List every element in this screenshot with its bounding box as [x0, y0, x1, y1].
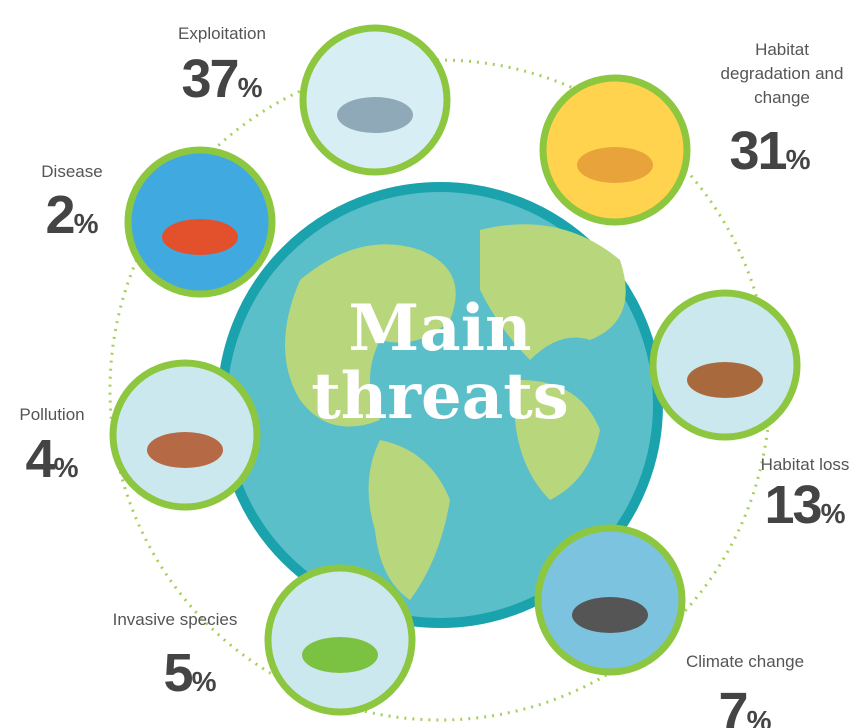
threat-label: Climate change [685, 652, 805, 671]
percent-value: 37 [181, 49, 240, 109]
percent-unit: % [191, 666, 217, 697]
threat-icon [572, 597, 648, 633]
percent-unit: % [820, 498, 846, 529]
threat-label: Disease [41, 162, 103, 181]
threat-icon [162, 219, 238, 255]
threat-label: Habitat degradation and change [720, 40, 844, 107]
threat-label: Habitat loss [760, 455, 850, 474]
threat-icon [302, 637, 378, 673]
threat-percent: 37% [182, 52, 263, 106]
percent-value: 5 [163, 643, 194, 703]
title: threats [311, 359, 569, 434]
threat-percent: 5% [164, 646, 217, 700]
threat-icon [577, 147, 653, 183]
threat-icon [687, 362, 763, 398]
percent-unit: % [237, 72, 263, 103]
percent-value: 4 [25, 429, 56, 489]
continent [515, 380, 600, 500]
percent-unit: % [53, 452, 79, 483]
threat-percent: 4% [26, 432, 79, 486]
threat-label: Exploitation [178, 24, 266, 43]
title: Main [348, 291, 532, 366]
threat-label: Pollution [19, 405, 85, 424]
threat-percent: 2% [46, 188, 99, 242]
percent-unit: % [746, 705, 772, 728]
percent-value: 31 [729, 121, 788, 181]
continent [368, 440, 450, 600]
continent [285, 244, 456, 427]
threat-percent: 7% [719, 685, 772, 728]
continent [480, 224, 626, 360]
threat-icon [337, 97, 413, 133]
threat-percent: 31% [730, 124, 811, 178]
percent-unit: % [73, 208, 99, 239]
percent-unit: % [785, 144, 811, 175]
threat-label: Invasive species [112, 610, 238, 629]
percent-value: 7 [718, 682, 749, 728]
percent-value: 2 [45, 185, 76, 245]
threat-percent: 13% [765, 478, 846, 532]
percent-value: 13 [764, 475, 823, 535]
threat-icon [147, 432, 223, 468]
